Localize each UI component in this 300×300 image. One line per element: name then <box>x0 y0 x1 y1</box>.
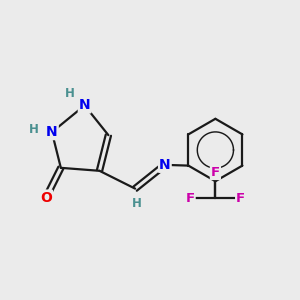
Text: H: H <box>28 123 38 136</box>
Text: H: H <box>65 87 75 100</box>
Text: N: N <box>46 125 58 139</box>
Text: F: F <box>211 166 220 179</box>
Text: N: N <box>159 158 171 172</box>
Text: F: F <box>236 192 245 205</box>
Text: H: H <box>132 197 142 210</box>
Text: F: F <box>186 192 195 205</box>
Text: N: N <box>79 98 90 112</box>
Text: O: O <box>40 190 52 205</box>
